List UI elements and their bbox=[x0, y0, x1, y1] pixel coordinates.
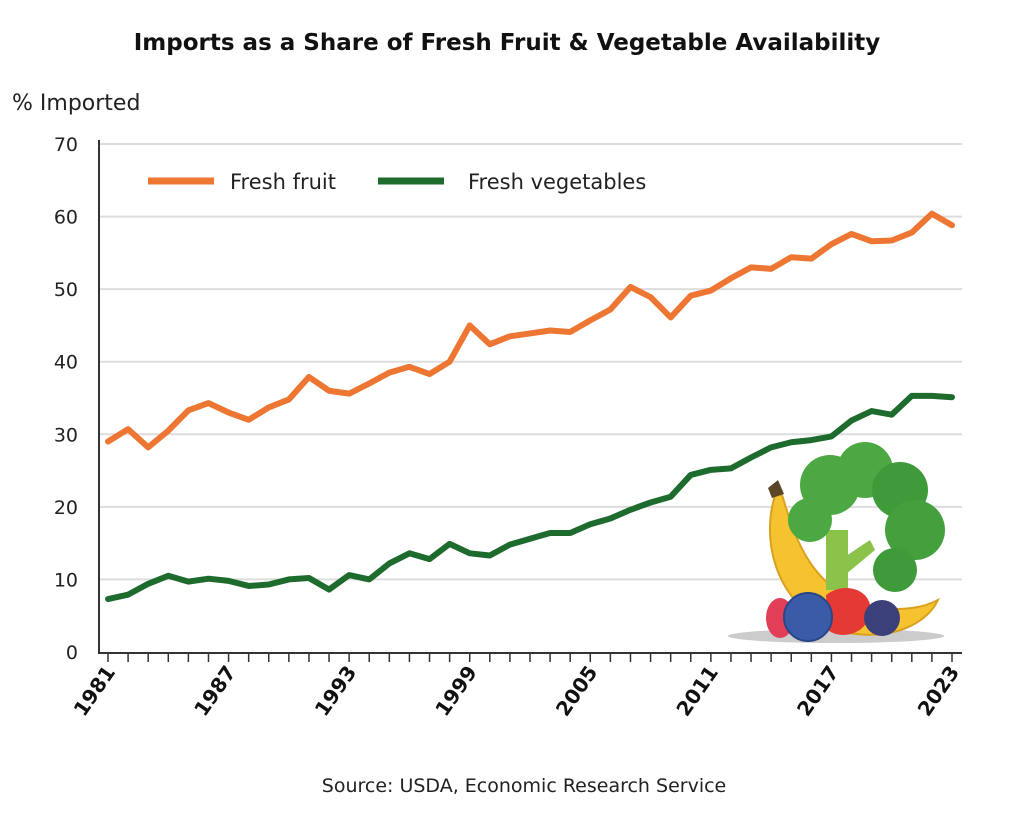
source-note: Source: USDA, Economic Research Service bbox=[322, 775, 726, 797]
fruit-vegetable-illustration-icon bbox=[728, 442, 945, 643]
y-tick-label: 40 bbox=[54, 352, 78, 374]
x-tick-label: 1981 bbox=[69, 661, 121, 720]
y-tick-label: 0 bbox=[66, 642, 78, 664]
x-tick-label: 1987 bbox=[189, 661, 241, 720]
legend-label-fresh-fruit: Fresh fruit bbox=[230, 170, 336, 194]
y-tick-labels: 0 10 20 30 40 50 60 70 bbox=[54, 134, 78, 664]
y-tick-label: 10 bbox=[54, 569, 78, 591]
x-tick-label: 1993 bbox=[310, 661, 362, 720]
legend-label-fresh-vegetables: Fresh vegetables bbox=[468, 170, 646, 194]
series-line-fresh-vegetables bbox=[105, 392, 955, 603]
x-tick-label: 2017 bbox=[792, 661, 844, 720]
gridlines bbox=[100, 143, 962, 581]
chart-title: Imports as a Share of Fresh Fruit & Vege… bbox=[134, 30, 881, 56]
x-tick-label: 2023 bbox=[913, 661, 965, 720]
y-tick-label: 20 bbox=[54, 497, 78, 519]
y-tick-label: 70 bbox=[54, 134, 78, 156]
y-tick-label: 50 bbox=[54, 279, 78, 301]
x-tick-label: 2005 bbox=[551, 661, 603, 720]
y-tick-label: 30 bbox=[54, 424, 78, 446]
x-tick-labels: 1981 1987 1993 1999 2005 2011 2017 2023 bbox=[69, 653, 965, 720]
y-axis-label: % Imported bbox=[12, 91, 140, 116]
series-lines bbox=[105, 210, 955, 603]
legend: Fresh fruit Fresh vegetables bbox=[148, 170, 646, 194]
y-tick-label: 60 bbox=[54, 207, 78, 229]
series-line-fresh-fruit bbox=[105, 210, 955, 451]
x-tick-label: 2011 bbox=[671, 661, 723, 720]
x-tick-label: 1999 bbox=[430, 661, 482, 720]
